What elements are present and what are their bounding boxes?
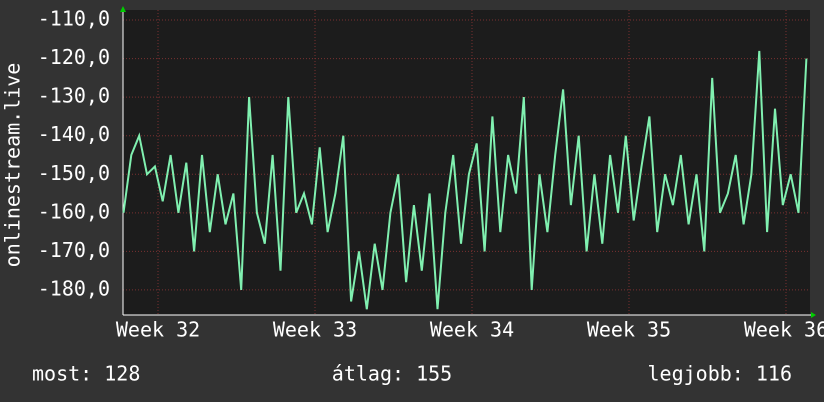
y-tick-label: -140,0 xyxy=(38,122,110,146)
x-tick-label: Week 36 xyxy=(744,318,824,342)
footer-best: legjobb: 116 xyxy=(648,362,793,386)
x-tick-label: Week 34 xyxy=(430,318,514,342)
y-tick-label: -170,0 xyxy=(38,238,110,262)
y-tick-label: -130,0 xyxy=(38,84,110,108)
x-tick-label: Week 33 xyxy=(273,318,357,342)
y-arrow xyxy=(120,6,126,12)
y-tick-label: -120,0 xyxy=(38,45,110,69)
x-tick-label: Week 32 xyxy=(116,318,200,342)
y-tick-label: -180,0 xyxy=(38,276,110,300)
y-tick-label: -110,0 xyxy=(38,7,110,31)
x-arrow xyxy=(811,312,816,318)
y-tick-label: -160,0 xyxy=(38,199,110,223)
plot-area xyxy=(123,10,810,315)
x-tick-label: Week 35 xyxy=(587,318,671,342)
y-axis-label: onlinestream.live xyxy=(1,63,25,268)
footer-most: most: 128 xyxy=(32,362,140,386)
footer-average: átlag: 155 xyxy=(332,362,452,386)
series-line xyxy=(122,50,808,310)
y-tick-label: -150,0 xyxy=(38,161,110,185)
